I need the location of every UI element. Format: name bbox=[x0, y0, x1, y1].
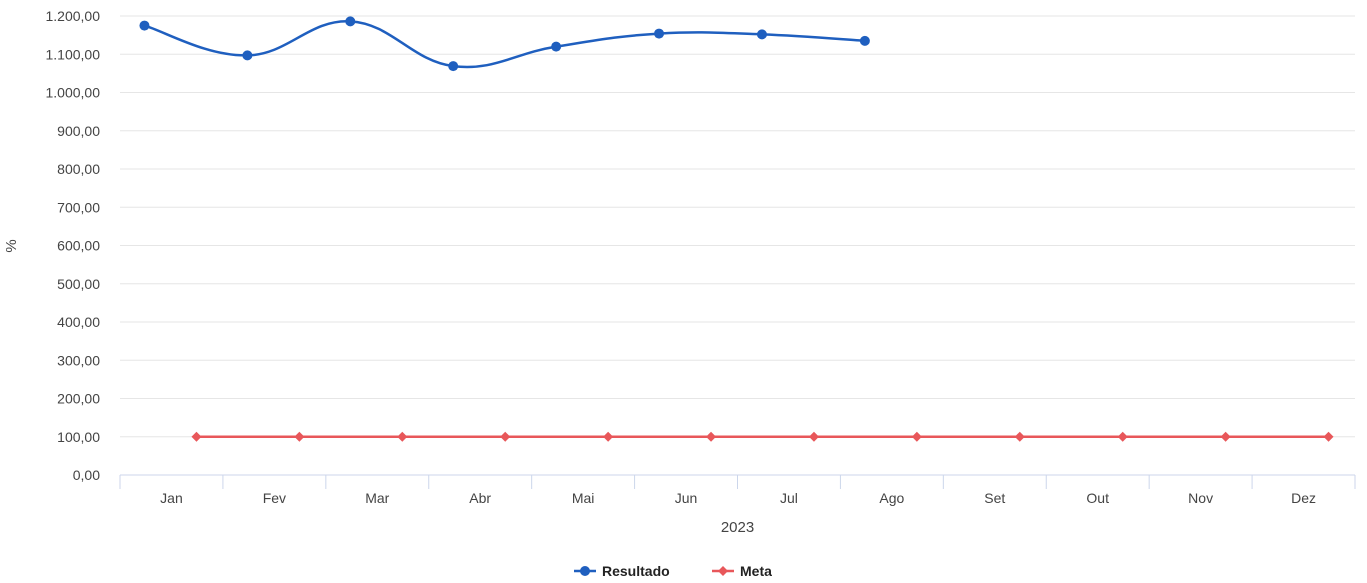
legend-marker bbox=[718, 566, 728, 576]
y-tick-label: 100,00 bbox=[57, 429, 100, 445]
x-tick-label: Jan bbox=[160, 490, 183, 506]
series-layer bbox=[139, 16, 1334, 442]
x-axis-title: 2023 bbox=[721, 519, 754, 536]
data-point[interactable] bbox=[1014, 431, 1025, 442]
data-point[interactable] bbox=[654, 28, 665, 39]
legend-label: Meta bbox=[740, 563, 772, 579]
series-resultado bbox=[139, 16, 870, 72]
data-point[interactable] bbox=[1117, 431, 1128, 442]
data-point[interactable] bbox=[242, 50, 253, 61]
legend-item-resultado[interactable]: Resultado bbox=[574, 563, 670, 579]
y-tick-label: 1.000,00 bbox=[46, 85, 101, 101]
gridlines bbox=[120, 15, 1355, 438]
y-tick-label: 900,00 bbox=[57, 123, 100, 139]
data-point[interactable] bbox=[603, 431, 614, 442]
data-point[interactable] bbox=[1323, 431, 1334, 442]
y-tick-label: 600,00 bbox=[57, 238, 100, 254]
data-point[interactable] bbox=[706, 431, 717, 442]
x-axis: Jan Fev Mar Abr Mai Jun Jul Ago Set Out Nov Dez bbox=[119, 474, 1356, 506]
y-tick-label: 500,00 bbox=[57, 276, 100, 292]
x-tick-label: Nov bbox=[1188, 490, 1213, 506]
y-tick-label: 800,00 bbox=[57, 161, 100, 177]
data-point[interactable] bbox=[1220, 431, 1231, 442]
x-tick-label: Out bbox=[1086, 490, 1109, 506]
x-tick-label: Jun bbox=[675, 490, 698, 506]
x-tick-label: Jul bbox=[780, 490, 798, 506]
y-tick-label: 1.200,00 bbox=[46, 8, 101, 24]
x-tick-label: Abr bbox=[469, 490, 491, 506]
data-point[interactable] bbox=[551, 41, 562, 52]
y-axis-title: % bbox=[3, 239, 20, 252]
data-point[interactable] bbox=[448, 61, 459, 72]
data-point[interactable] bbox=[808, 431, 819, 442]
x-tick-label: Set bbox=[984, 490, 1005, 506]
data-point[interactable] bbox=[345, 16, 356, 27]
data-point[interactable] bbox=[500, 431, 511, 442]
data-point[interactable] bbox=[756, 29, 767, 40]
data-point[interactable] bbox=[139, 20, 150, 31]
legend: Resultado Meta bbox=[574, 563, 772, 579]
data-point[interactable] bbox=[911, 431, 922, 442]
y-tick-label: 1.100,00 bbox=[46, 46, 101, 62]
x-tick-label: Ago bbox=[879, 490, 904, 506]
series-meta bbox=[191, 431, 1334, 442]
y-tick-label: 400,00 bbox=[57, 314, 100, 330]
x-tick-label: Dez bbox=[1291, 490, 1316, 506]
y-tick-label: 700,00 bbox=[57, 199, 100, 215]
y-tick-label: 0,00 bbox=[73, 467, 100, 483]
y-axis: 0,00 100,00 200,00 300,00 400,00 500,00 600,00… bbox=[46, 8, 101, 483]
x-tick-label: Fev bbox=[263, 490, 286, 506]
data-point[interactable] bbox=[294, 431, 305, 442]
data-point[interactable] bbox=[191, 431, 202, 442]
y-tick-label: 300,00 bbox=[57, 352, 100, 368]
legend-marker bbox=[580, 566, 590, 576]
legend-item-meta[interactable]: Meta bbox=[712, 563, 772, 579]
data-point[interactable] bbox=[397, 431, 408, 442]
legend-label: Resultado bbox=[602, 563, 670, 579]
data-point[interactable] bbox=[859, 35, 870, 46]
y-tick-label: 200,00 bbox=[57, 391, 100, 407]
x-tick-label: Mar bbox=[365, 490, 389, 506]
series-line bbox=[144, 20, 865, 69]
x-tick-label: Mai bbox=[572, 490, 595, 506]
